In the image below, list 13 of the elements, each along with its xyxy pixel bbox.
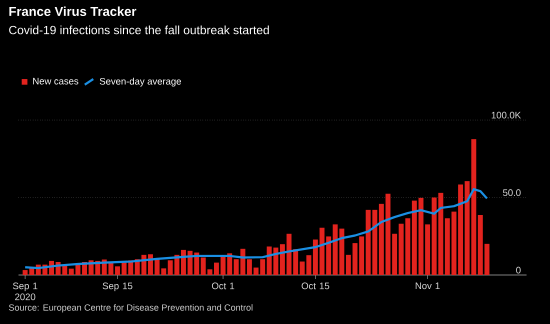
y-tick-label: 0 [516,266,521,274]
x-tick-label: Oct 1 [212,282,234,290]
legend-label: New cases [33,78,78,84]
y-tick-label: 100.0K [492,112,521,118]
x-tick-label: Nov 1 [416,282,440,290]
x-tick-label: Sep 15 [102,282,132,292]
y-tick-label: 50.0 [502,189,521,196]
x-tick-label: Oct 15 [302,282,330,290]
chart-subtitle: Covid-19 infections since the fall outbreak started [9,26,269,34]
legend-label: Seven-day average [100,78,181,87]
x-tick-label: Sep 1 2020 [12,282,38,300]
source-note: Source: European Centre for Disease Prevention and Control [8,304,252,312]
chart-title: France Virus Tracker [9,6,136,16]
